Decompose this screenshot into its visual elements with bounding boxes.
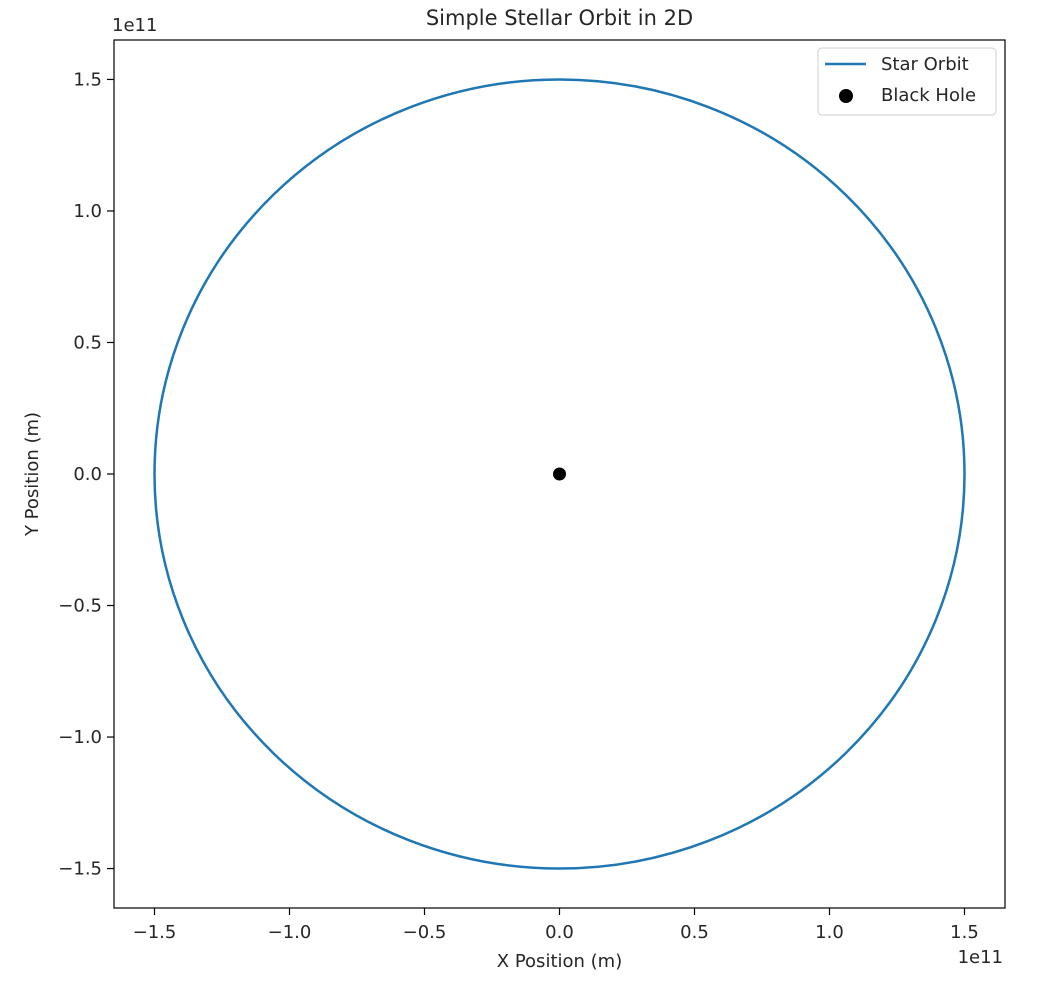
x-tick-label: 0.5 [680, 922, 709, 943]
legend-label-black-hole: Black Hole [881, 85, 976, 106]
x-tick-label: 1.0 [815, 922, 844, 943]
x-tick-label: 1.5 [950, 922, 979, 943]
x-tick-label: 0.0 [545, 922, 574, 943]
y-tick-label: 0.0 [73, 464, 102, 485]
plot-area: −1.5 −1.0 −0.5 0.0 0.5 1.0 1.5 −1.5 −1.0 −0.5 0.0 0… [58, 39, 1006, 943]
y-tick-label: 0.5 [73, 332, 102, 353]
y-tick-label: −0.5 [58, 596, 102, 617]
legend-label-star-orbit: Star Orbit [881, 54, 969, 75]
x-axis-offset-label: 1e11 [958, 947, 1003, 968]
series-line-star-orbit [153, 78, 966, 870]
y-tick-label: −1.5 [58, 859, 102, 880]
x-axis-label: X Position (m) [497, 951, 622, 972]
chart-title: Simple Stellar Orbit in 2D [426, 6, 693, 30]
scatter-point-black-hole [553, 467, 566, 481]
legend-swatch-black-hole [839, 89, 853, 103]
y-axis-offset-label: 1e11 [112, 15, 157, 36]
y-tick-label: 1.5 [73, 69, 102, 90]
legend: Star Orbit Black Hole [817, 47, 997, 116]
x-tick-label: −0.5 [403, 922, 447, 943]
x-tick-label: −1.0 [268, 922, 312, 943]
y-axis-label: Y Position (m) [22, 412, 43, 537]
y-tick-label: −1.0 [58, 727, 102, 748]
x-tick-label: −1.5 [133, 922, 177, 943]
y-tick-label: 1.0 [73, 201, 102, 222]
